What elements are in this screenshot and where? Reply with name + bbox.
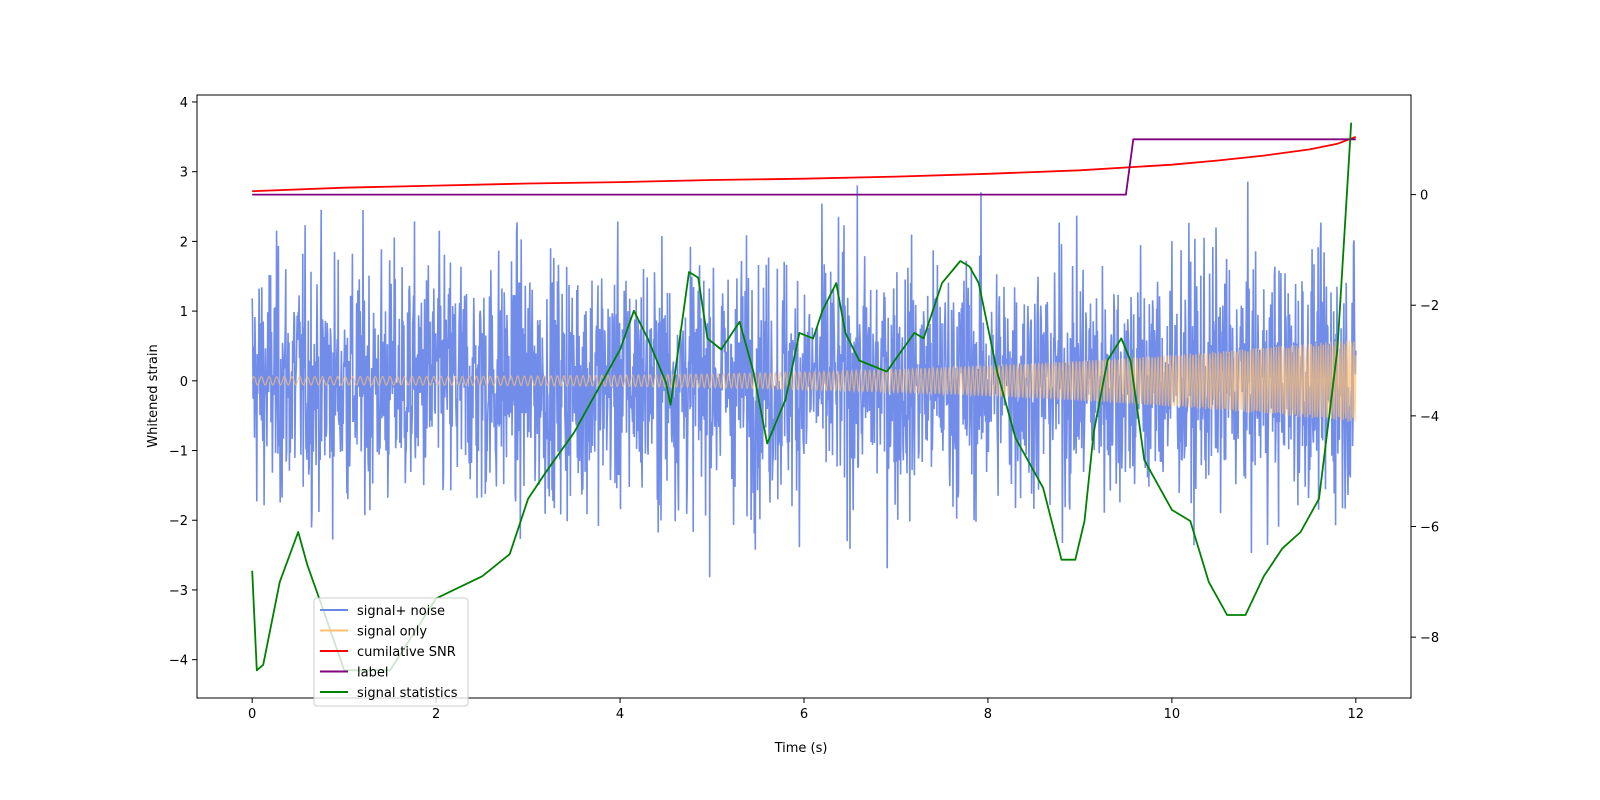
y2-tick-label: −6 [1420, 521, 1439, 536]
y-tick-label: 1 [180, 305, 188, 320]
series-layer [251, 122, 1357, 672]
legend-entry: cumilative SNR [357, 645, 456, 660]
x-tick-label: 12 [1348, 707, 1365, 722]
legend-entry: label [357, 666, 388, 681]
legend-box [313, 597, 469, 707]
legend-entry: signal+ noise [357, 604, 445, 619]
legend-entry: signal only [357, 625, 427, 640]
series-line-cumilative-snr [252, 135, 1357, 193]
x-tick-label: 4 [616, 707, 624, 722]
x-tick-label: 8 [984, 707, 992, 722]
y2-tick-label: −4 [1420, 410, 1439, 425]
y2-tick-label: −2 [1420, 299, 1439, 314]
y-axis-label: Whitened strain [146, 344, 161, 447]
y-tick-label: 2 [180, 235, 188, 250]
y-tick-label: −4 [169, 654, 188, 669]
y-tick-label: −2 [169, 514, 188, 529]
series-line-label [252, 138, 1356, 196]
series-line-signal-statistics [251, 122, 1353, 672]
y-tick-label: 0 [180, 375, 188, 390]
y2-tick-label: 0 [1420, 189, 1428, 204]
x-axis-label: Time (s) [774, 741, 828, 756]
y-tick-label: −3 [169, 584, 188, 599]
y-tick-label: 4 [180, 96, 188, 111]
legend-entry: signal statistics [357, 686, 458, 701]
series-line-signal-noise [251, 181, 1357, 578]
x-tick-label: 6 [800, 707, 808, 722]
y-tick-label: −1 [169, 445, 188, 460]
x-tick-label: 0 [248, 707, 256, 722]
series-line-signal-only [251, 339, 1357, 422]
y2-tick-label: −8 [1420, 631, 1439, 646]
y-tick-label: 3 [180, 166, 188, 181]
x-tick-label: 2 [432, 707, 440, 722]
x-tick-label: 10 [1164, 707, 1181, 722]
legend: signal+ noise signal only cumilative SNR la… [313, 597, 469, 707]
